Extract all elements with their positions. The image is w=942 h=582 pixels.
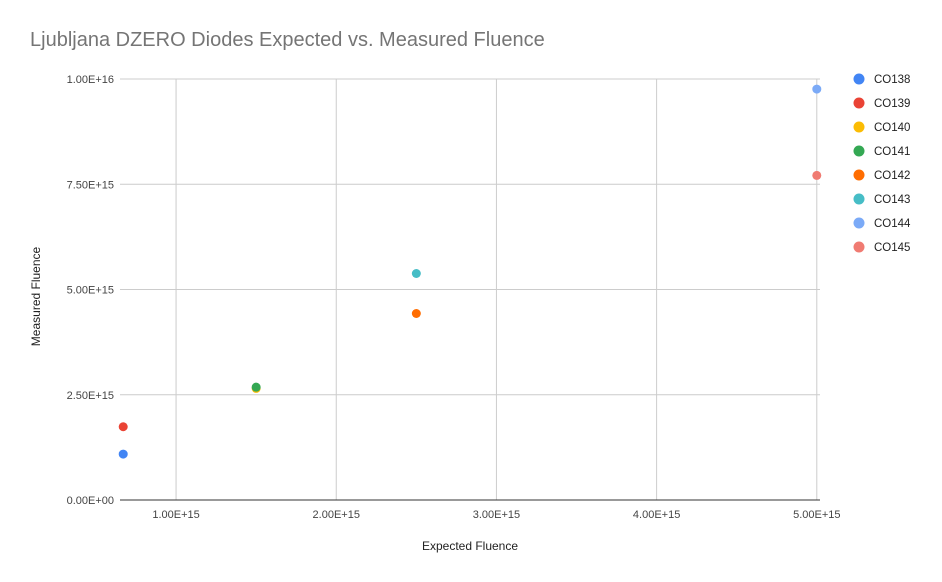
y-axis-title: Measured Fluence (29, 246, 43, 346)
y-tick-label: 7.50E+15 (67, 179, 114, 191)
legend-label-co141: CO141 (874, 146, 910, 158)
x-tick-label: 2.00E+15 (313, 509, 360, 521)
legend-marker-co142 (853, 169, 865, 181)
legend-marker-co141 (853, 145, 865, 157)
legend-marker-co145 (853, 241, 865, 253)
data-point-co144 (812, 84, 822, 94)
x-tick-label: 4.00E+15 (633, 509, 680, 521)
legend-marker-co138 (853, 73, 865, 85)
y-tick-label: 5.00E+15 (67, 285, 114, 297)
x-tick-label: 5.00E+15 (793, 509, 840, 521)
legend-label-co142: CO142 (874, 170, 910, 182)
legend-label-co144: CO144 (874, 218, 911, 230)
x-axis-ticks: 1.00E+15 2.00E+15 3.00E+15 4.00E+15 5.00E+15 (152, 509, 840, 521)
legend-label-co138: CO138 (874, 74, 910, 86)
y-tick-label: 1.00E+16 (67, 74, 114, 86)
data-point-co139 (118, 422, 128, 432)
data-point-co143 (411, 269, 421, 279)
legend-label-co140: CO140 (874, 122, 910, 134)
x-axis-title: Expected Fluence (422, 539, 518, 553)
y-tick-label: 2.50E+15 (67, 390, 114, 402)
grid-lines (120, 78, 820, 500)
legend-marker-co144 (853, 217, 865, 229)
chart-title: Ljubljana DZERO Diodes Expected vs. Meas… (30, 29, 545, 51)
data-point-co145 (812, 170, 822, 180)
y-axis-ticks: 0.00E+00 2.50E+15 5.00E+15 7.50E+15 1.00E+16 (67, 74, 114, 507)
legend-label-co143: CO143 (874, 194, 910, 206)
y-tick-label: 0.00E+00 (67, 495, 114, 507)
data-points (118, 84, 822, 459)
data-point-co138 (118, 449, 128, 459)
x-tick-label: 1.00E+15 (152, 509, 199, 521)
data-point-co142 (411, 308, 421, 318)
legend-label-co139: CO139 (874, 98, 910, 110)
legend-label-co145: CO145 (874, 242, 910, 254)
x-tick-label: 3.00E+15 (473, 509, 520, 521)
legend-marker-co143 (853, 193, 865, 205)
data-point-co141 (251, 382, 261, 392)
legend-marker-co140 (853, 121, 865, 133)
legend-marker-co139 (853, 97, 865, 109)
legend: CO138 CO139 CO140 CO141 CO142 CO143 CO144 CO145 (853, 73, 911, 254)
